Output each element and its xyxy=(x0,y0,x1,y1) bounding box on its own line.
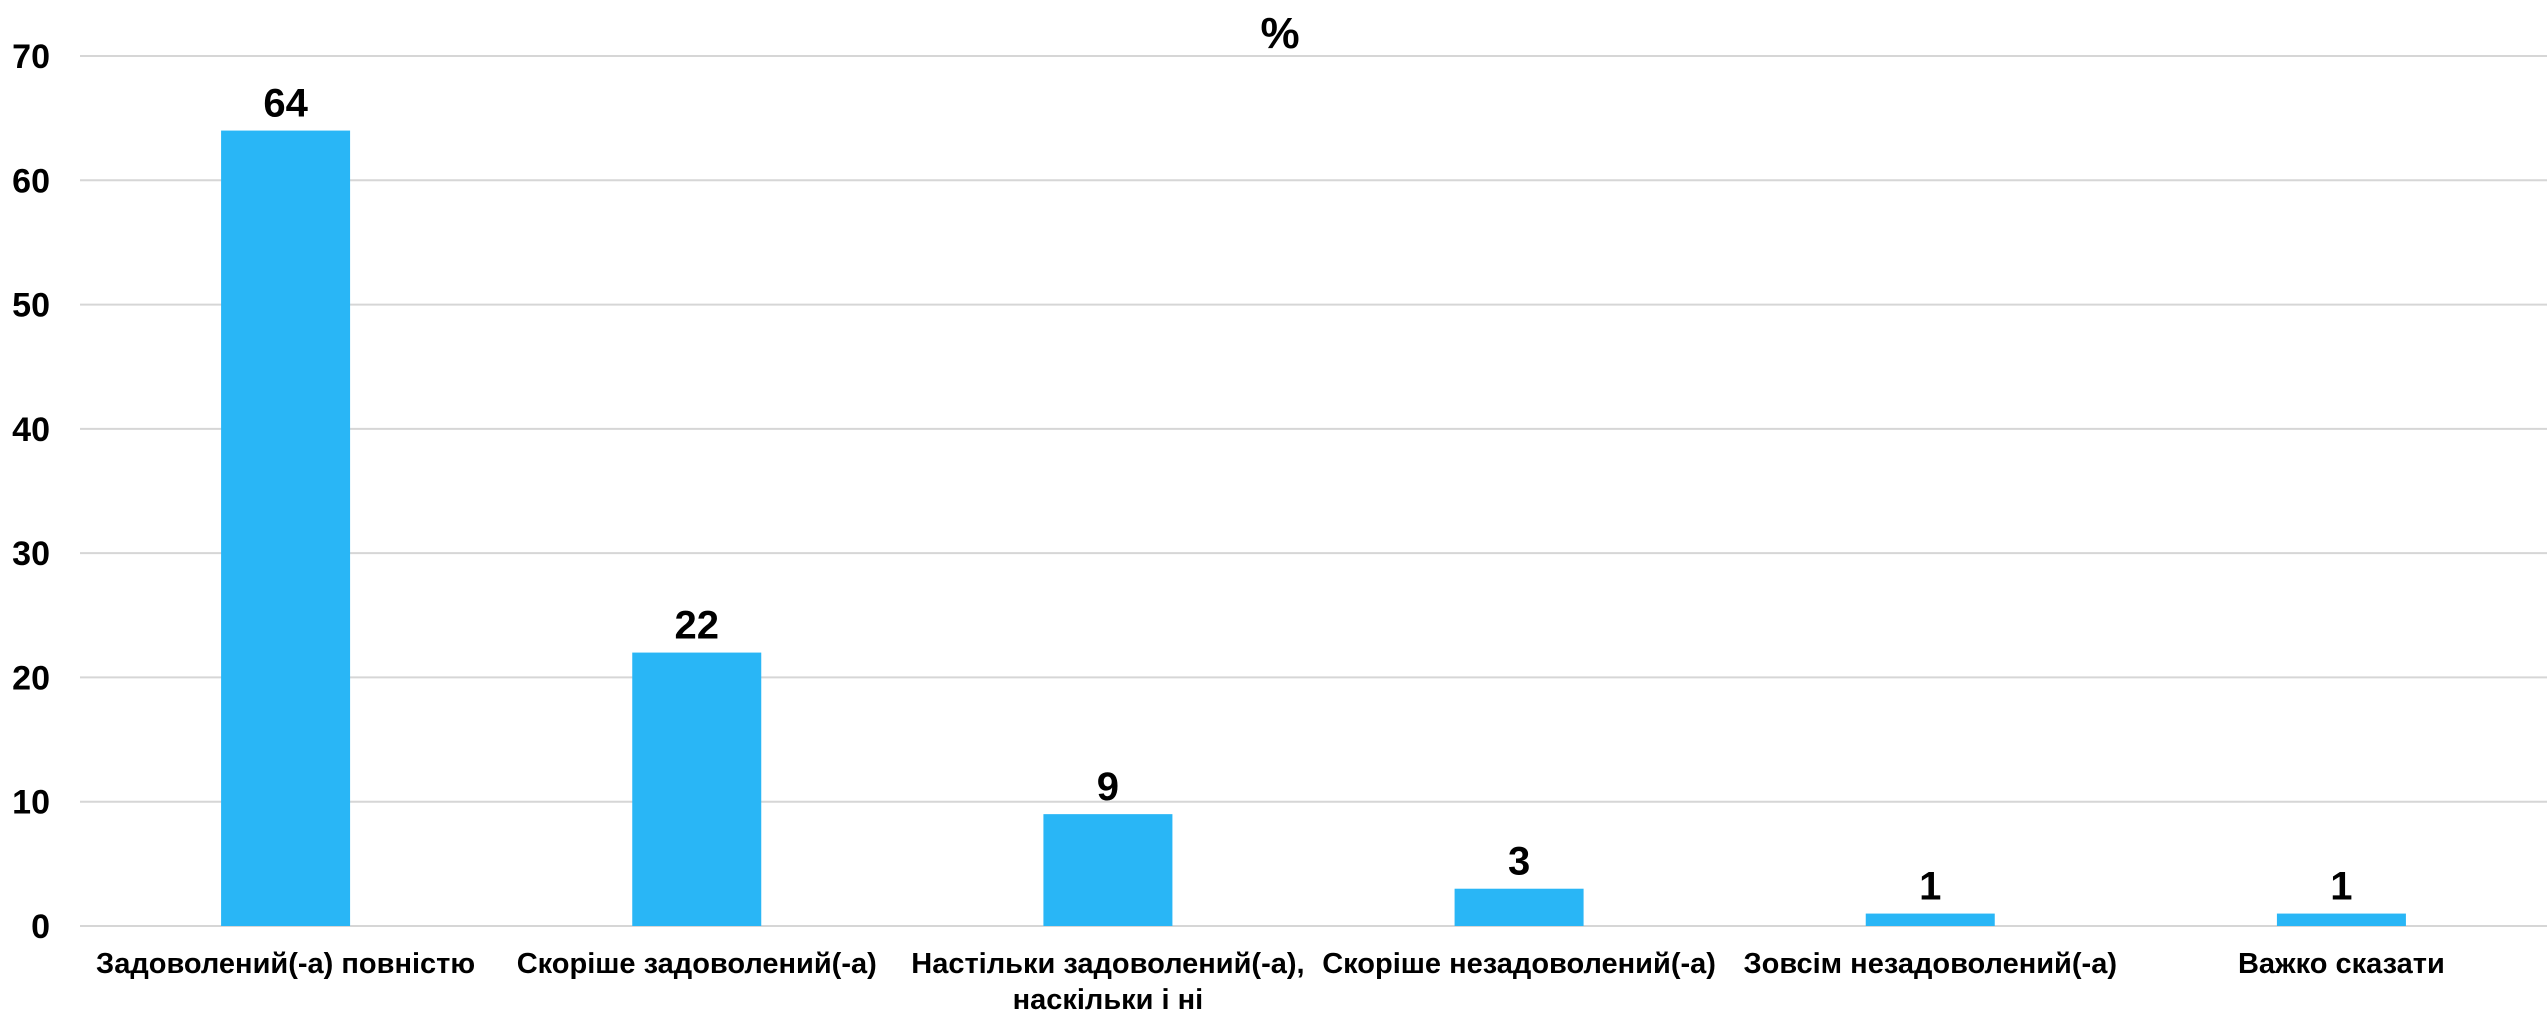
category-label-line: Важко сказати xyxy=(2238,948,2445,980)
y-tick-label: 50 xyxy=(12,287,50,325)
category-label-line: Задоволений(-а) повністю xyxy=(96,948,475,980)
y-tick-label: 10 xyxy=(12,784,50,822)
category-label: Задоволений(-а) повністю xyxy=(96,948,475,980)
bar-1 xyxy=(632,652,762,926)
data-labels: 64 22 9 3 1 1 xyxy=(263,82,2352,909)
y-tick-label: 20 xyxy=(12,659,50,697)
category-label-line: Скоріше незадоволений(-а) xyxy=(1322,948,1716,980)
category-label: Скоріше задоволений(-а) xyxy=(517,948,877,980)
bar-4 xyxy=(1865,913,1995,926)
category-label: Настільки задоволений(-а), наскільки і ні xyxy=(911,948,1304,1011)
bar-3 xyxy=(1454,888,1584,926)
category-labels: Задоволений(-а) повністю Скоріше задоволе… xyxy=(96,948,2445,1011)
category-label: Скоріше незадоволений(-а) xyxy=(1322,948,1716,980)
bars xyxy=(221,130,2406,927)
y-tick-label: 30 xyxy=(12,535,50,573)
y-tick-label: 60 xyxy=(12,162,50,200)
data-label: 64 xyxy=(263,82,308,126)
y-axis-ticks: 0 10 20 30 40 50 60 70 xyxy=(12,38,50,946)
category-label: Зовсім незадоволений(-а) xyxy=(1744,948,2118,980)
category-label-line: наскільки і ні xyxy=(1013,984,1204,1011)
data-label: 1 xyxy=(1919,865,1941,909)
bar-2 xyxy=(1043,814,1173,926)
data-label: 9 xyxy=(1097,765,1119,809)
category-label-line: Настільки задоволений(-а), xyxy=(911,948,1304,980)
y-tick-label: 40 xyxy=(12,411,50,449)
data-label: 22 xyxy=(675,604,720,648)
category-label-line: Скоріше задоволений(-а) xyxy=(517,948,877,980)
gridlines xyxy=(80,55,2547,927)
data-label: 3 xyxy=(1508,840,1530,884)
category-label-line: Зовсім незадоволений(-а) xyxy=(1744,948,2118,980)
data-label: 1 xyxy=(2330,865,2352,909)
bar-0 xyxy=(221,130,351,927)
chart-title: % xyxy=(1260,9,1299,58)
y-tick-label: 70 xyxy=(12,38,50,76)
category-label: Важко сказати xyxy=(2238,948,2445,980)
bar-5 xyxy=(2276,913,2406,926)
y-tick-label: 0 xyxy=(31,908,50,946)
